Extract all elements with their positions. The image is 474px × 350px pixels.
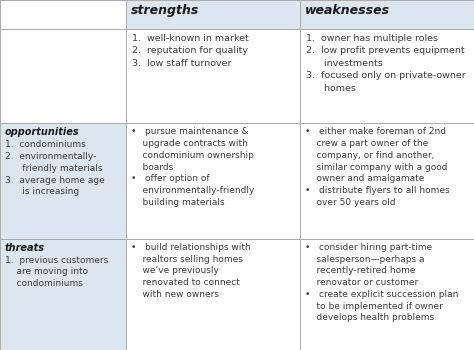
Bar <box>300 239 474 350</box>
Text: strengths: strengths <box>131 4 199 17</box>
Text: 1.  condominiums
2.  environmentally-
      friendly materials
3.  average home : 1. condominiums 2. environmentally- frie… <box>5 140 105 196</box>
Bar <box>126 29 300 123</box>
Bar <box>300 0 474 29</box>
Bar <box>126 0 300 29</box>
Text: threats: threats <box>5 243 45 253</box>
Text: 1.  previous customers
    are moving into
    condominiums: 1. previous customers are moving into co… <box>5 256 108 288</box>
Bar <box>0 123 126 239</box>
Text: opportunities: opportunities <box>5 127 80 137</box>
Text: 1.  well-known in market
2.  reputation for quality
3.  low staff turnover: 1. well-known in market 2. reputation fo… <box>132 34 248 68</box>
Text: •   pursue maintenance &
    upgrade contracts with
    condominium ownership
  : • pursue maintenance & upgrade contracts… <box>131 127 254 207</box>
Bar <box>126 123 300 239</box>
Bar <box>0 0 126 29</box>
Bar <box>126 239 300 350</box>
Bar <box>0 239 126 350</box>
Text: •   consider hiring part-time
    salesperson—perhaps a
    recently-retired hom: • consider hiring part-time salesperson—… <box>305 243 458 322</box>
Bar <box>0 29 126 123</box>
Text: 1.  owner has multiple roles
2.  low profit prevents equipment
      investments: 1. owner has multiple roles 2. low profi… <box>306 34 466 93</box>
Bar <box>300 29 474 123</box>
Bar <box>300 123 474 239</box>
Text: •   build relationships with
    realtors selling homes
    we’ve previously
   : • build relationships with realtors sell… <box>131 243 250 299</box>
Text: weaknesses: weaknesses <box>305 4 390 17</box>
Text: •   either make foreman of 2nd
    crew a part owner of the
    company, or find: • either make foreman of 2nd crew a part… <box>305 127 450 207</box>
